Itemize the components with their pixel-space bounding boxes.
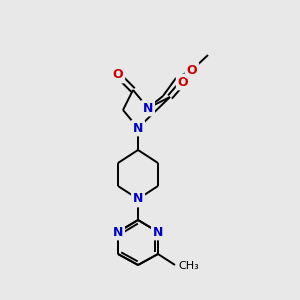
Text: N: N <box>113 226 123 238</box>
Text: N: N <box>143 101 153 115</box>
Text: N: N <box>133 193 143 206</box>
Text: N: N <box>153 226 163 238</box>
Text: CH₃: CH₃ <box>178 261 199 271</box>
Text: N: N <box>133 122 143 134</box>
Text: O: O <box>187 64 197 76</box>
Text: O: O <box>113 68 123 82</box>
Text: O: O <box>178 76 188 88</box>
